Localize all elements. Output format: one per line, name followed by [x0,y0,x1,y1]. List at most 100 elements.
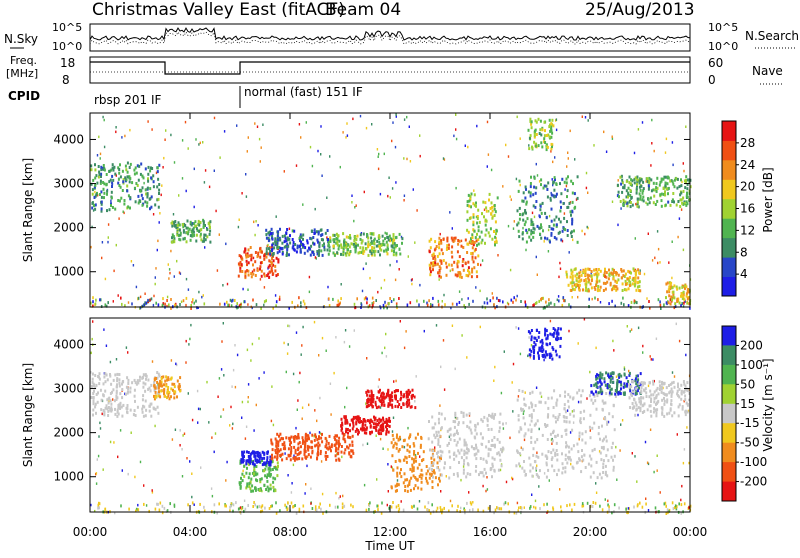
range-cell [294,504,296,507]
echo-cell [459,255,461,258]
echo-cell [395,252,397,255]
echo-cell [572,467,574,470]
echo-cell [143,176,145,179]
range-cell [411,505,413,508]
echo-cell [600,270,602,273]
echo-cell [362,252,364,255]
echo-cell [180,232,182,235]
echo-cell [561,435,563,438]
echo-cell [98,176,100,179]
echo-cell [576,273,578,276]
range-cell [504,350,505,353]
echo-cell [661,205,663,208]
echo-cell [118,172,120,175]
range-cell [570,431,571,434]
range-cell [487,302,489,305]
echo-cell [550,197,552,200]
echo-cell [171,225,173,228]
echo-cell [325,455,327,458]
echo-cell [556,353,558,356]
range-cell [309,276,310,279]
echo-cell [451,245,453,248]
echo-cell [119,407,121,410]
echo-cell [261,457,263,460]
echo-cell [670,303,672,306]
range-cell [291,502,293,505]
echo-cell [561,178,563,181]
echo-cell [352,420,354,423]
echo-cell [600,286,602,289]
echo-cell [502,423,504,426]
echo-cell [158,373,160,376]
range-cell [179,303,181,306]
range-cell [577,296,578,299]
echo-cell [451,251,453,254]
echo-cell [375,401,377,404]
echo-cell [432,486,434,489]
echo-cell [353,416,355,419]
echo-cell [468,271,470,274]
echo-cell [669,180,671,183]
range-cell [301,344,302,347]
echo-cell [436,245,438,248]
echo-cell [538,336,540,339]
echo-cell [100,180,102,183]
range-cell [586,397,587,400]
echo-cell [524,422,526,425]
echo-cell [157,170,159,173]
echo-cell [274,265,276,268]
echo-cell [478,225,480,228]
echo-cell [267,486,269,489]
echo-cell [632,282,634,285]
echo-cell [577,197,579,200]
echo-cell [474,230,476,233]
echo-cell [655,186,657,189]
echo-cell [628,287,630,290]
echo-cell [203,234,205,237]
range-cell [480,326,481,329]
range-cell [455,187,456,190]
range-cell [595,482,596,485]
range-cell [245,508,247,511]
echo-cell [292,244,294,247]
echo-cell [417,487,419,490]
echo-cell [443,466,445,469]
echo-cell [363,233,365,236]
echo-cell [536,473,538,476]
echo-cell [428,437,430,440]
range-cell [413,505,415,508]
echo-cell [596,408,598,411]
range-cell [634,152,635,155]
echo-cell [454,426,456,429]
echo-cell [286,243,288,246]
range-cell [319,397,320,400]
range-cell [411,283,412,286]
echo-cell [477,254,479,257]
range-cell [316,420,317,423]
range-cell [248,383,249,386]
echo-cell [107,410,109,413]
range-cell [594,297,596,300]
echo-cell [671,298,673,301]
range-cell [102,241,103,244]
echo-cell [155,408,157,411]
echo-cell [491,475,493,478]
range-cell [180,429,181,432]
range-cell [265,299,267,302]
echo-cell [539,132,541,135]
echo-cell [679,302,681,305]
echo-cell [273,466,275,469]
echo-cell [485,472,487,475]
echo-cell [544,237,546,240]
range-cell [566,504,568,507]
echo-cell [619,176,621,179]
range-cell [395,181,396,184]
echo-cell [322,238,324,241]
range-cell [550,302,552,305]
echo-cell [255,478,257,481]
echo-cell [299,452,301,455]
range-cell [630,330,631,333]
range-cell [520,506,522,509]
echo-cell [530,441,532,444]
echo-cell [97,401,99,404]
